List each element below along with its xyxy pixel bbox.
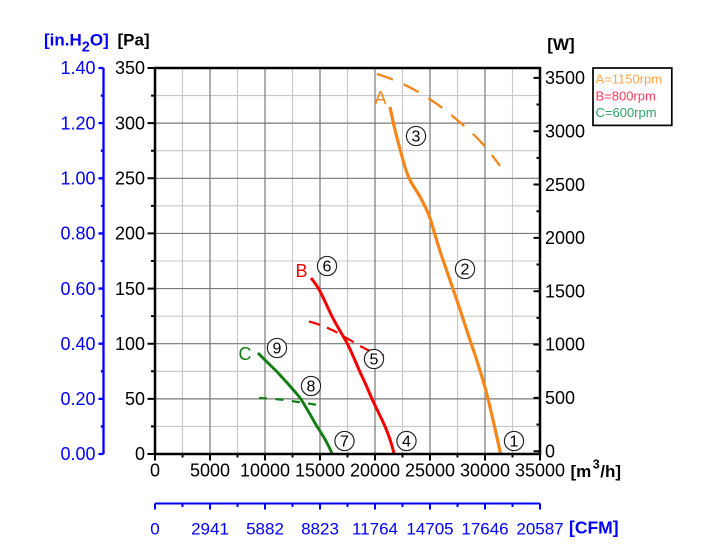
svg-text:2: 2: [461, 262, 470, 279]
svg-text:3500: 3500: [545, 68, 585, 88]
svg-text:9: 9: [273, 341, 282, 358]
svg-text:20000: 20000: [350, 461, 400, 481]
svg-text:4: 4: [402, 434, 411, 451]
svg-text:300: 300: [115, 113, 145, 133]
svg-text:17646: 17646: [461, 520, 508, 539]
svg-text:0.40: 0.40: [60, 334, 95, 354]
svg-text:0: 0: [150, 520, 159, 539]
svg-text:2000: 2000: [545, 228, 585, 248]
svg-text:C: C: [239, 344, 252, 364]
svg-text:8: 8: [307, 379, 316, 396]
svg-text:2500: 2500: [545, 175, 585, 195]
svg-text:100: 100: [115, 334, 145, 354]
svg-text:1.40: 1.40: [60, 58, 95, 78]
svg-text:5000: 5000: [190, 461, 230, 481]
svg-text:25000: 25000: [405, 461, 455, 481]
svg-text:8823: 8823: [301, 520, 339, 539]
svg-text:C=600rpm: C=600rpm: [596, 105, 657, 120]
svg-text:[m3/h]: [m 3/h]: [571, 458, 622, 482]
svg-text:B: B: [295, 261, 307, 281]
svg-text:3000: 3000: [545, 121, 585, 141]
svg-text:15000: 15000: [295, 461, 345, 481]
svg-text:30000: 30000: [460, 461, 510, 481]
svg-text:[W]: [W]: [547, 35, 574, 54]
svg-text:1.20: 1.20: [60, 113, 95, 133]
svg-text:200: 200: [115, 224, 145, 244]
svg-text:7: 7: [340, 434, 349, 451]
svg-text:0: 0: [150, 461, 160, 481]
svg-text:5: 5: [370, 352, 379, 369]
svg-text:20587: 20587: [516, 520, 563, 539]
svg-text:1000: 1000: [545, 335, 585, 355]
svg-text:10000: 10000: [240, 461, 290, 481]
svg-text:[CFM]: [CFM]: [569, 518, 619, 538]
svg-text:1: 1: [510, 434, 519, 451]
svg-text:14705: 14705: [406, 520, 453, 539]
svg-text:250: 250: [115, 168, 145, 188]
svg-text:0.00: 0.00: [60, 444, 95, 464]
svg-text:35000: 35000: [515, 461, 565, 481]
svg-text:6: 6: [323, 259, 332, 276]
svg-text:3: 3: [412, 129, 421, 146]
svg-text:0: 0: [135, 444, 145, 464]
svg-text:1.00: 1.00: [60, 168, 95, 188]
svg-text:1500: 1500: [545, 281, 585, 301]
svg-text:A=1150rpm: A=1150rpm: [596, 72, 663, 87]
svg-text:11764: 11764: [352, 520, 398, 539]
svg-text:50: 50: [125, 389, 145, 409]
svg-text:5882: 5882: [246, 520, 284, 539]
svg-text:0.60: 0.60: [60, 279, 95, 299]
svg-text:2941: 2941: [191, 520, 229, 539]
svg-text:0.80: 0.80: [60, 224, 95, 244]
svg-text:0: 0: [545, 441, 555, 461]
svg-text:350: 350: [115, 58, 145, 78]
svg-text:A: A: [374, 88, 386, 108]
svg-text:500: 500: [545, 388, 575, 408]
svg-text:[Pa]: [Pa]: [118, 31, 150, 50]
svg-text:150: 150: [115, 279, 145, 299]
svg-text:B=800rpm: B=800rpm: [596, 89, 656, 104]
svg-text:0.20: 0.20: [60, 389, 95, 409]
